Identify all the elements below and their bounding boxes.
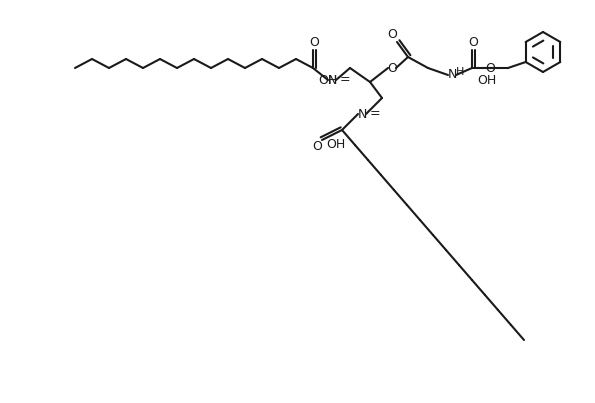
Text: O: O bbox=[312, 141, 322, 154]
Text: H: H bbox=[456, 67, 464, 77]
Text: N: N bbox=[358, 108, 367, 120]
Text: O: O bbox=[485, 62, 495, 75]
Text: OH: OH bbox=[327, 137, 346, 150]
Text: O: O bbox=[468, 37, 478, 50]
Text: N: N bbox=[327, 73, 337, 87]
Text: N: N bbox=[447, 69, 457, 81]
Text: OH: OH bbox=[477, 75, 496, 87]
Text: O: O bbox=[309, 37, 319, 50]
Text: =: = bbox=[340, 73, 350, 87]
Text: O: O bbox=[387, 29, 397, 42]
Text: O: O bbox=[387, 62, 397, 75]
Text: =: = bbox=[370, 108, 381, 120]
Text: OH: OH bbox=[318, 75, 337, 87]
